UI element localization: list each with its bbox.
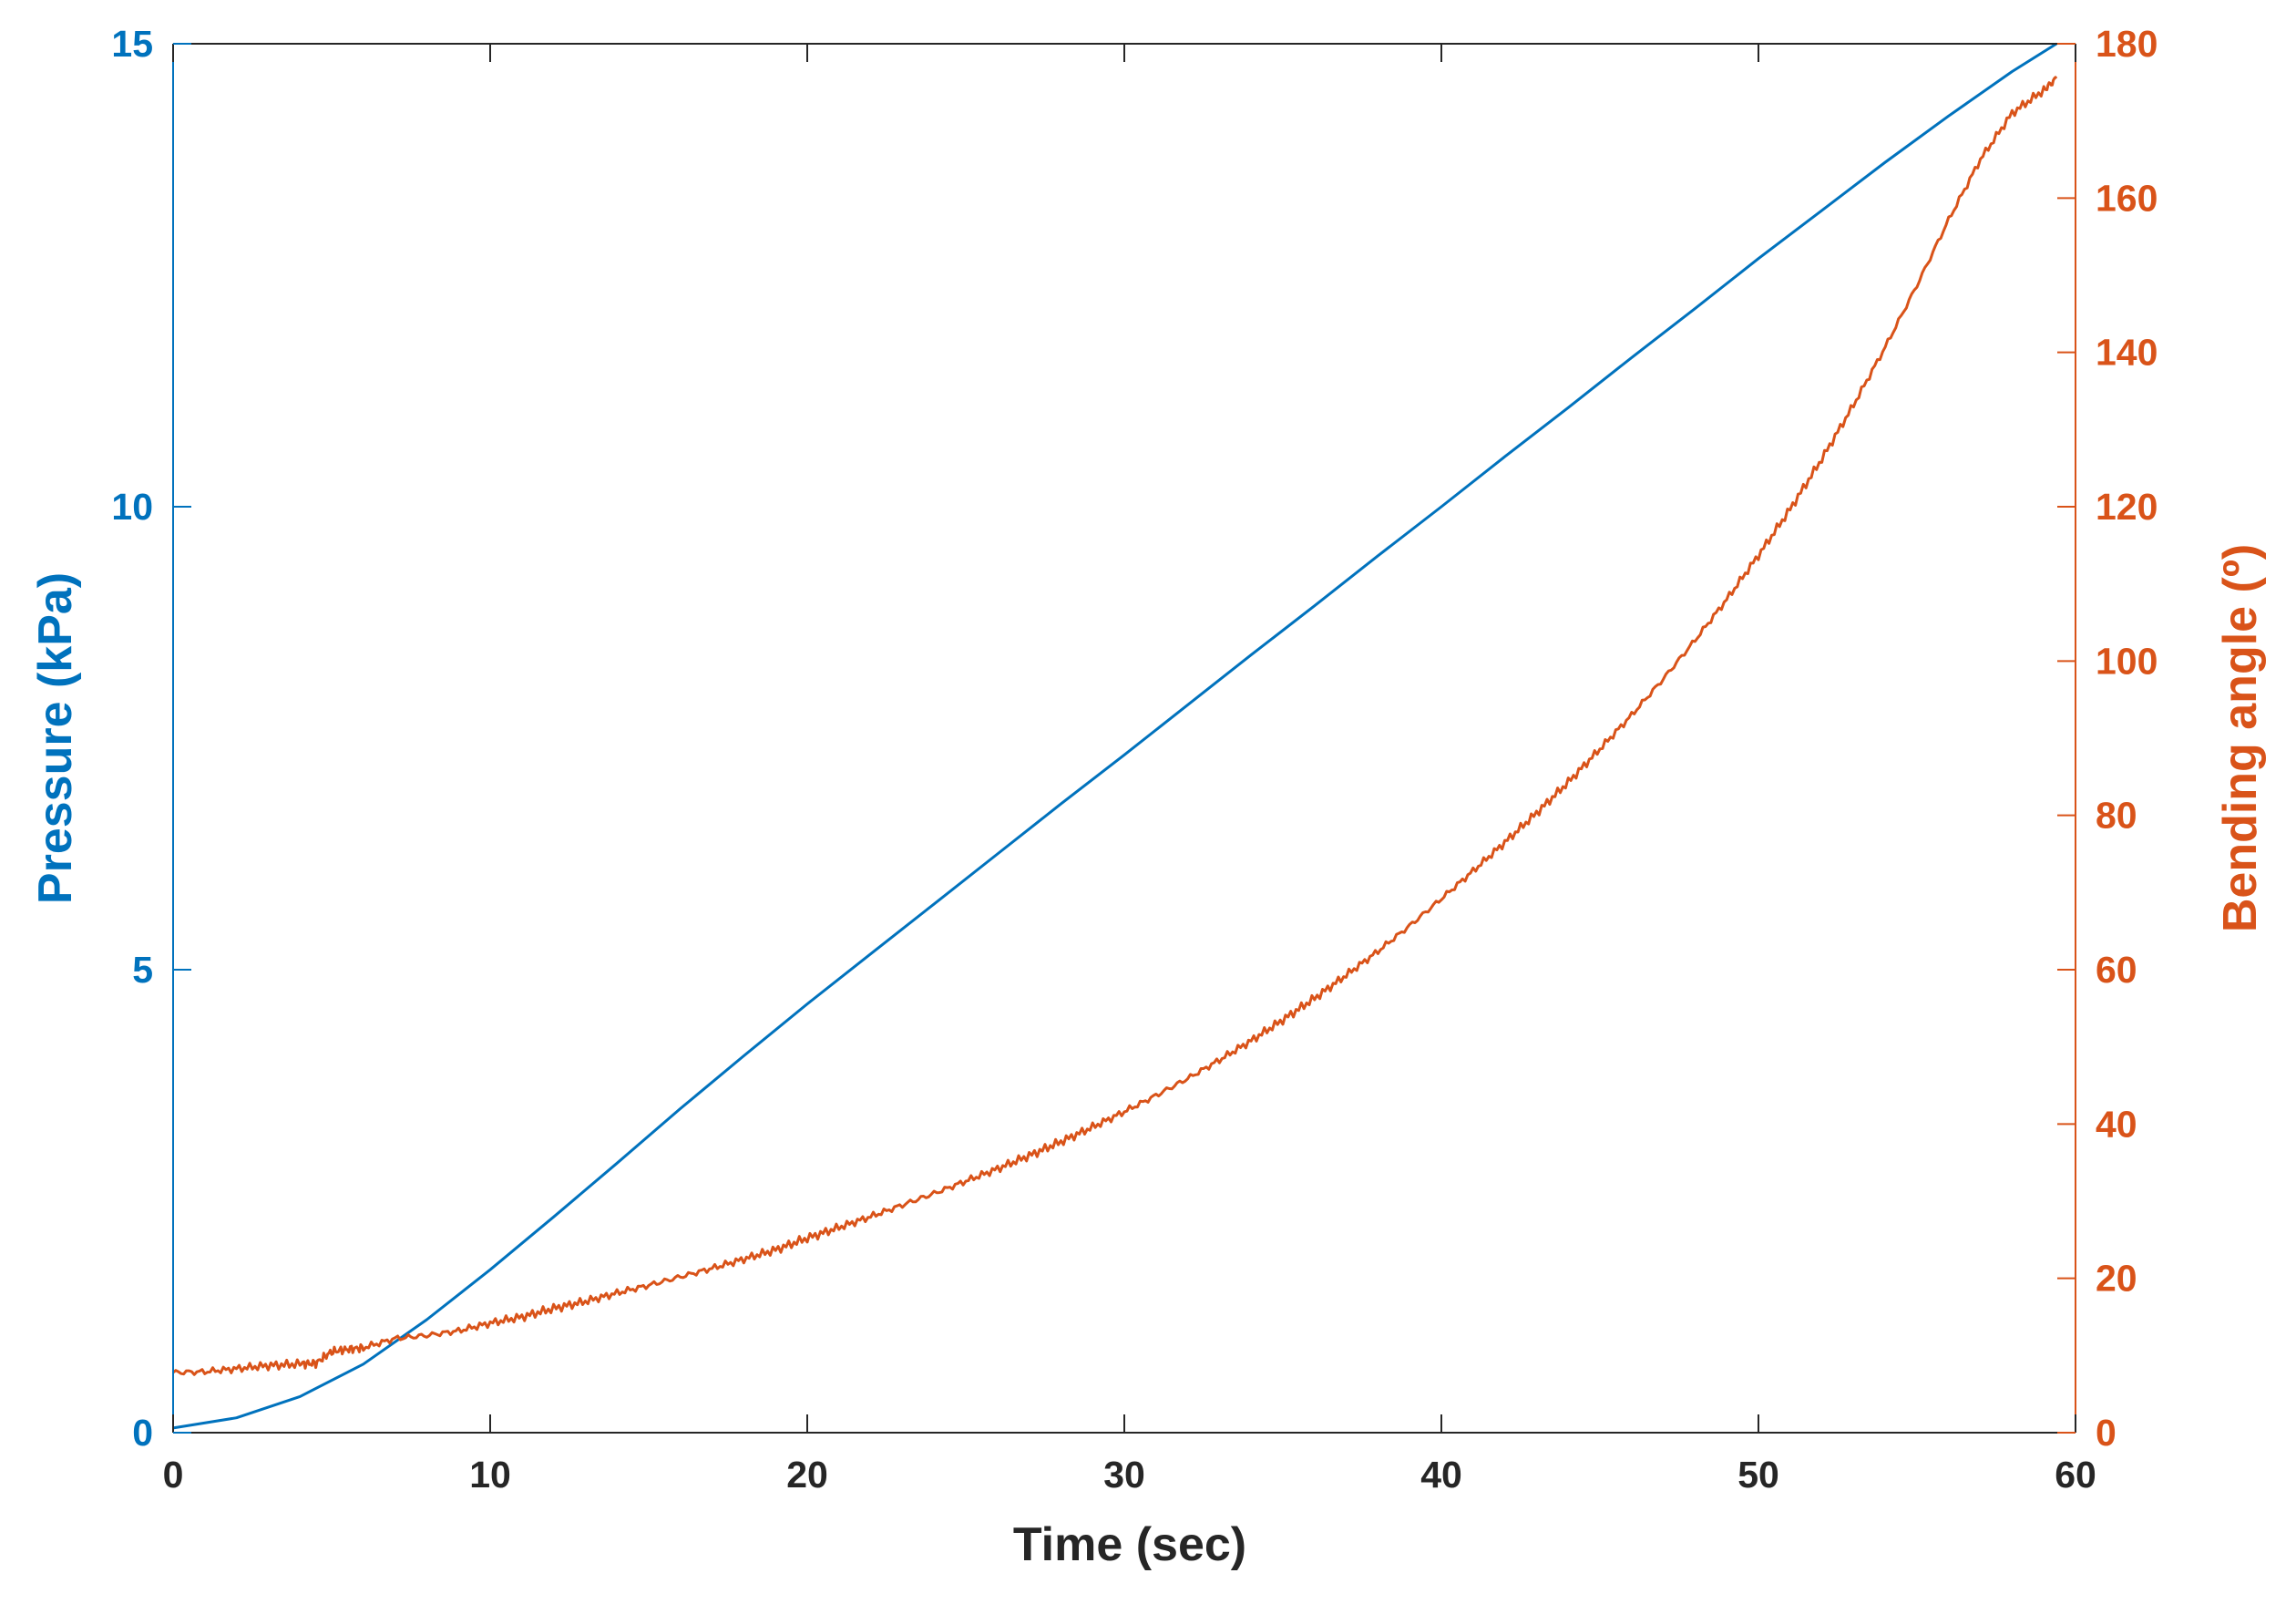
y-left-tick-label: 15 <box>111 23 153 65</box>
axes <box>172 43 2076 1434</box>
y-right-tick-label: 140 <box>2096 332 2158 374</box>
y-right-tick-label: 80 <box>2096 795 2137 837</box>
tick-labels: 0 10 20 30 40 50 60051015020406080100120140160… <box>111 23 2158 1496</box>
y-right-tick-label: 120 <box>2096 486 2158 528</box>
y-axis-right-title: Bending angle (º) <box>2214 544 2267 932</box>
y-right-tick-label: 60 <box>2096 949 2137 991</box>
x-tick-label: 30 <box>1103 1454 1145 1496</box>
pressure-line <box>172 42 2057 1430</box>
y-right-tick-label: 40 <box>2096 1103 2137 1145</box>
y-left-tick-label: 0 <box>132 1412 153 1454</box>
plot-lines <box>172 42 2058 1430</box>
y-right-tick-label: 180 <box>2096 23 2158 65</box>
y-axis-left-title: Pressure (kPa) <box>29 572 82 904</box>
y-right-tick-label: 0 <box>2096 1412 2117 1454</box>
x-tick-label: 10 <box>469 1454 511 1496</box>
x-tick-label: 0 <box>163 1454 184 1496</box>
x-tick-label: 50 <box>1737 1454 1779 1496</box>
x-tick-label: 40 <box>1420 1454 1462 1496</box>
y-right-tick-label: 100 <box>2096 640 2158 682</box>
y-left-tick-label: 5 <box>132 949 153 991</box>
y-right-tick-label: 160 <box>2096 177 2158 219</box>
x-tick-label: 60 <box>2055 1454 2096 1496</box>
x-axis-title: Time (sec) <box>1013 1518 1246 1571</box>
bending-angle-line <box>172 76 2058 1376</box>
y-left-tick-label: 10 <box>111 486 153 528</box>
x-tick-label: 20 <box>786 1454 828 1496</box>
y-right-tick-label: 20 <box>2096 1258 2137 1300</box>
